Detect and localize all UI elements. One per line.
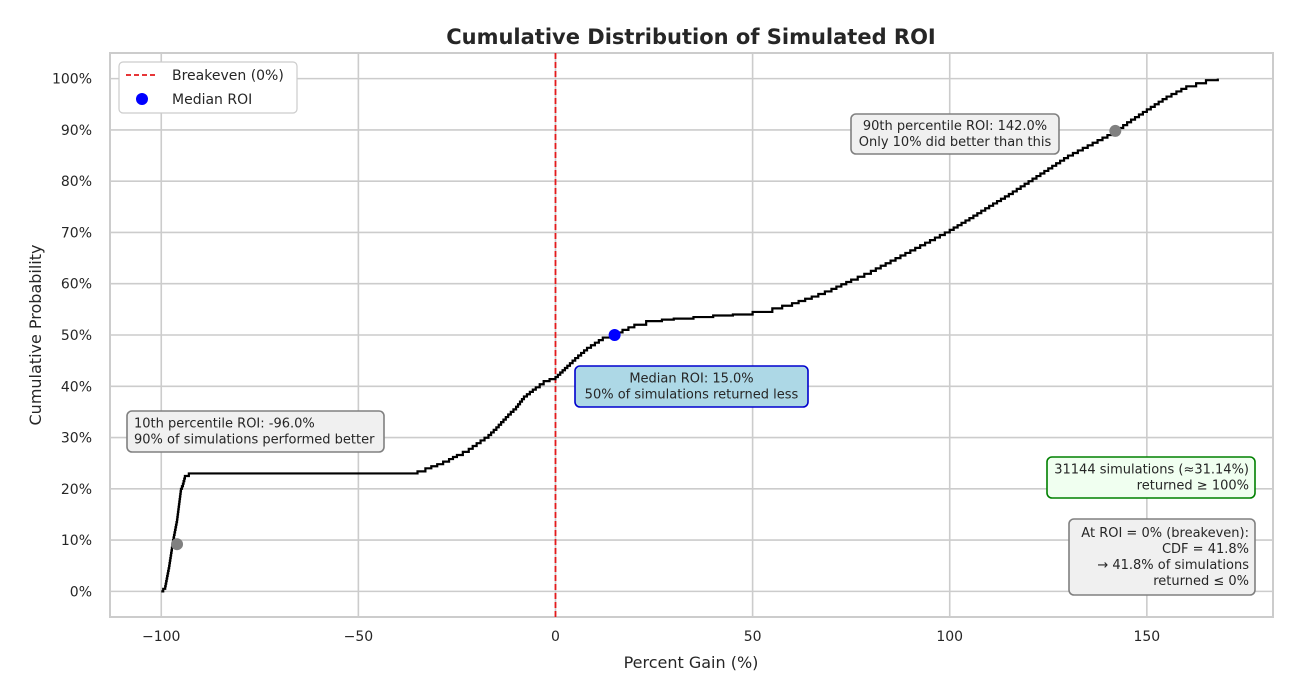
breakeven-annotation-line: CDF = 41.8%: [1162, 542, 1249, 557]
gt100-annotation: 31144 simulations (≈31.14%)returned ≥ 10…: [1046, 456, 1256, 499]
breakeven-annotation: At ROI = 0% (breakeven):CDF = 41.8%→ 41.…: [1068, 518, 1256, 596]
y-tick-label: 90%: [61, 123, 92, 139]
legend-median-swatch: [136, 93, 148, 105]
legend: Breakeven (0%) Median ROI: [118, 61, 298, 114]
x-tick-label: 150: [1133, 629, 1160, 645]
p90-annotation-line: 90th percentile ROI: 142.0%: [863, 119, 1047, 134]
x-tick-label: −100: [142, 629, 180, 645]
breakeven-annotation-line: At ROI = 0% (breakeven):: [1081, 526, 1249, 541]
legend-median-label: Median ROI: [172, 92, 252, 108]
y-tick-label: 60%: [61, 277, 92, 293]
chart-title: Cumulative Distribution of Simulated ROI: [446, 25, 936, 49]
breakeven-annotation-line: returned ≤ 0%: [1153, 574, 1249, 589]
gt100-annotation-box: [1046, 456, 1256, 499]
y-tick-label: 10%: [61, 533, 92, 549]
ecdf-line: [161, 78, 1219, 593]
p90-annotation-line: Only 10% did better than this: [859, 135, 1052, 150]
y-axis-ticks: 0% 10% 20% 30% 40% 50% 60% 70% 80% 90% 100%: [52, 72, 92, 601]
legend-box: [118, 61, 298, 114]
x-tick-label: −50: [344, 629, 374, 645]
median-annotation-line: 50% of simulations returned less: [585, 388, 799, 403]
y-tick-label: 70%: [61, 225, 92, 241]
y-tick-label: 80%: [61, 174, 92, 190]
legend-breakeven-label: Breakeven (0%): [172, 68, 284, 84]
p90-point: [1109, 124, 1122, 137]
annotations: 90th percentile ROI: 142.0%Only 10% did …: [126, 113, 1256, 596]
y-tick-label: 100%: [52, 72, 92, 88]
breakeven-annotation-box: [1068, 518, 1256, 596]
p10-annotation-box: [126, 410, 385, 453]
median-annotation: Median ROI: 15.0%50% of simulations retu…: [574, 365, 809, 408]
y-tick-label: 30%: [61, 431, 92, 447]
breakeven-annotation-line: → 41.8% of simulations: [1097, 558, 1249, 573]
p10-annotation-line: 90% of simulations performed better: [134, 433, 375, 448]
y-tick-label: 0%: [70, 584, 92, 600]
y-tick-label: 20%: [61, 482, 92, 498]
x-axis-label: Percent Gain (%): [624, 653, 759, 672]
gt100-annotation-line: 31144 simulations (≈31.14%): [1054, 463, 1249, 478]
x-tick-label: 0: [551, 629, 560, 645]
p10-annotation: 10th percentile ROI: -96.0%90% of simula…: [126, 410, 385, 453]
y-tick-label: 50%: [61, 328, 92, 344]
p10-annotation-line: 10th percentile ROI: -96.0%: [134, 417, 315, 432]
p10-point: [171, 538, 184, 551]
x-tick-label: 50: [744, 629, 762, 645]
x-axis-ticks: −100 −50 0 50 100 150: [142, 629, 1160, 645]
y-axis-label: Cumulative Probability: [26, 245, 45, 426]
median-point: [608, 329, 621, 341]
marker-points: [171, 124, 1122, 551]
y-tick-label: 40%: [61, 379, 92, 395]
gt100-annotation-line: returned ≥ 100%: [1137, 479, 1249, 494]
median-annotation-box: [574, 365, 809, 408]
median-annotation-line: Median ROI: 15.0%: [629, 372, 753, 387]
p90-annotation: 90th percentile ROI: 142.0%Only 10% did …: [850, 113, 1060, 155]
p90-annotation-box: [850, 113, 1060, 155]
x-tick-label: 100: [936, 629, 963, 645]
